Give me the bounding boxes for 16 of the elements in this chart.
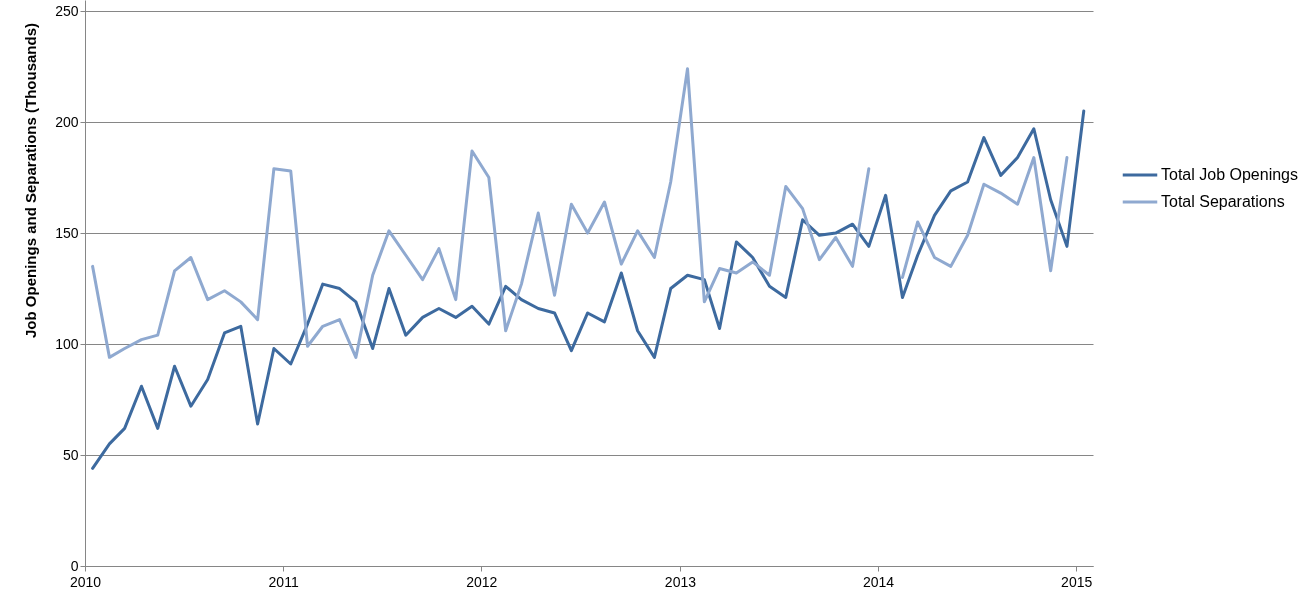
x-tick-label: 2011: [268, 573, 299, 590]
x-tick-label: 2015: [1061, 573, 1093, 590]
y-tick-label: 0: [70, 557, 79, 574]
x-tick-label: 2010: [69, 573, 102, 590]
y-tick-label: 200: [55, 113, 79, 130]
legend-label: Total Job Openings: [1161, 166, 1298, 183]
x-tick-label: 2013: [664, 573, 697, 590]
legend-label: Total Separations: [1161, 193, 1285, 210]
y-tick-label: 150: [55, 224, 79, 241]
y-tick-label: 100: [55, 335, 79, 352]
y-tick-label: 250: [55, 2, 79, 19]
x-tick-label: 2012: [466, 573, 498, 590]
x-tick-label: 2014: [862, 573, 895, 590]
y-tick-label: 50: [62, 446, 79, 463]
line-series: [91, 109, 1086, 470]
y-axis-title: Job Openings and Separations (Thousands): [21, 22, 39, 339]
